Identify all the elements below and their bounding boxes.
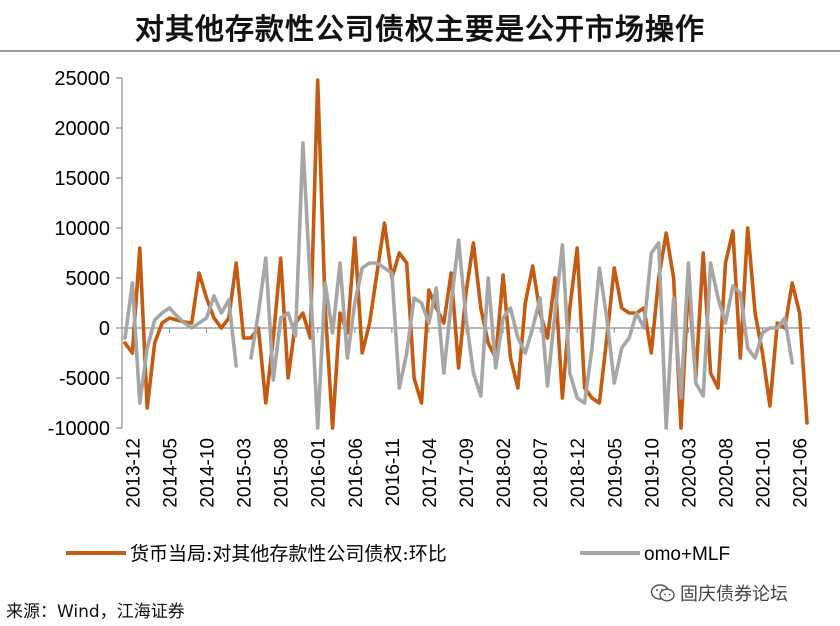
x-tick-label: 2017-04 <box>420 438 441 508</box>
x-tick-label: 2016-06 <box>346 438 367 508</box>
legend-label: omo+MLF <box>644 544 730 565</box>
x-tick-label: 2018-02 <box>494 438 515 508</box>
y-tick-label: 10000 <box>54 218 110 240</box>
x-tick-label: 2014-10 <box>198 438 219 508</box>
y-tick-label: 25000 <box>54 68 110 90</box>
watermark-text: 固庆债券论坛 <box>680 584 788 605</box>
series-line-omo-mlf <box>123 141 794 430</box>
y-tick-label: 15000 <box>54 168 110 190</box>
x-tick-label: 2018-07 <box>531 438 552 508</box>
x-tick-label: 2020-03 <box>679 438 700 508</box>
x-tick-label: 2016-01 <box>309 438 330 508</box>
x-tick-label: 2021-06 <box>791 438 812 508</box>
x-tick-label: 2014-05 <box>160 438 181 508</box>
x-tick-label: 2017-09 <box>457 438 478 508</box>
x-tick-label: 2021-01 <box>754 438 775 508</box>
x-tick-label: 2016-11 <box>383 438 404 506</box>
watermark: 固庆债券论坛 <box>650 580 788 606</box>
title-divider <box>0 50 840 52</box>
y-tick-label: -5000 <box>59 368 110 390</box>
y-tick-label: 5000 <box>66 268 111 290</box>
y-tick-label: -10000 <box>48 418 110 440</box>
x-tick-label: 2015-03 <box>235 438 256 508</box>
x-tick-label: 2018-12 <box>568 438 589 508</box>
x-tick-label: 2013-12 <box>123 438 144 508</box>
x-tick-label: 2020-08 <box>716 438 737 508</box>
chart-axes: -10000 -5000 0 5000 10000 15000 20000 25000 2013… <box>48 68 812 508</box>
source-note: 来源：Wind，江海证券 <box>6 602 185 622</box>
x-tick-label: 2019-05 <box>605 438 626 508</box>
chart-legend: 货币当局:对其他存款性公司债权:环比 omo+MLF <box>66 543 730 565</box>
y-tick-label: 0 <box>99 318 110 340</box>
y-tick-label: 20000 <box>54 118 110 140</box>
wechat-icon <box>650 584 675 602</box>
chart-series <box>123 78 809 430</box>
x-tick-label: 2019-10 <box>642 438 663 508</box>
x-tick-label: 2015-08 <box>272 438 293 508</box>
legend-label: 货币当局:对其他存款性公司债权:环比 <box>130 543 447 565</box>
page-title: 对其他存款性公司债权主要是公开市场操作 <box>134 12 705 46</box>
